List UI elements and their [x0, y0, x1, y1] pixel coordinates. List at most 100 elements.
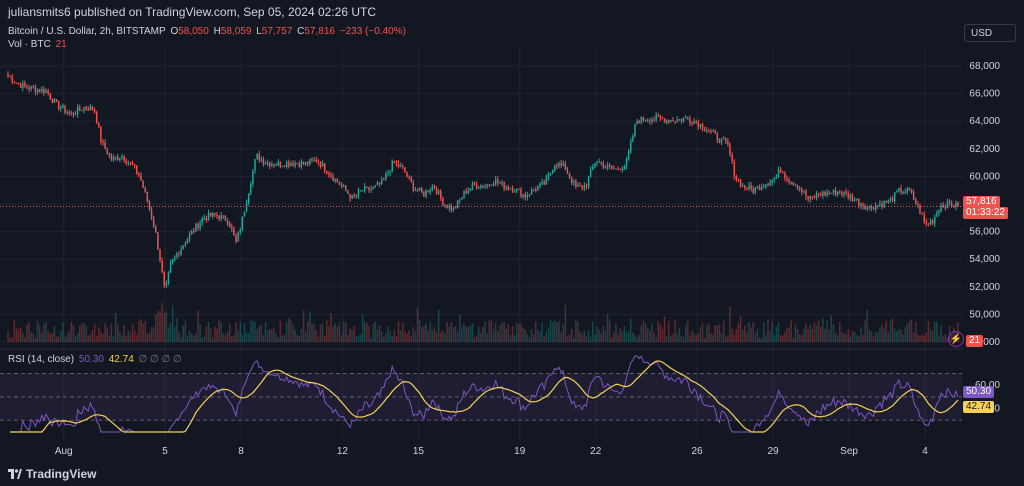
- volume-bar: [720, 332, 723, 342]
- volume-bar: [942, 336, 944, 342]
- volume-bar: [288, 318, 290, 342]
- volume-bar: [34, 337, 37, 342]
- volume-bar: [503, 321, 505, 342]
- volume-bar: [188, 331, 191, 342]
- candle-body: [746, 187, 748, 190]
- volume-bar: [792, 337, 795, 342]
- candle-body: [311, 159, 313, 161]
- volume-bar: [898, 328, 900, 342]
- chart-canvas[interactable]: 60.0040.00 68,000 66,000 64,000 62,000 60,00…: [0, 0, 1024, 462]
- candle-body: [353, 195, 355, 197]
- candle-body: [748, 185, 750, 190]
- volume-bar: [336, 327, 339, 342]
- volume-bar: [226, 331, 229, 342]
- volume-bar: [266, 330, 269, 342]
- candle-body: [104, 142, 106, 150]
- volume-bar: [231, 336, 233, 342]
- volume-bar: [127, 330, 130, 342]
- volume-bar: [275, 333, 277, 342]
- volume-bar: [290, 320, 292, 342]
- alert-lightning-icon[interactable]: ⚡: [948, 331, 964, 347]
- volume-bar: [547, 327, 550, 342]
- candle-body: [712, 131, 714, 133]
- volume-bar: [653, 332, 655, 342]
- volume-bar: [19, 327, 22, 342]
- candle-body: [374, 185, 377, 188]
- volume-bar: [104, 323, 106, 342]
- tradingview-logo[interactable]: TradingView: [8, 467, 96, 481]
- volume-bar: [790, 320, 792, 342]
- volume-bar: [915, 321, 917, 342]
- volume-bar: [361, 313, 364, 342]
- volume-bar: [773, 334, 776, 342]
- volume-bar: [883, 327, 885, 342]
- volume-bar: [598, 329, 600, 342]
- volume-bar: [237, 330, 239, 342]
- candle-body: [769, 182, 771, 186]
- candle-body: [790, 182, 792, 184]
- candle-body: [858, 199, 860, 206]
- volume-bar: [870, 331, 873, 342]
- candle-body: [264, 163, 267, 165]
- volume-bar: [862, 334, 864, 342]
- volume-bar: [95, 335, 98, 342]
- candle-body: [136, 165, 138, 174]
- candle-body: [589, 169, 592, 177]
- volume-bar: [391, 335, 393, 342]
- volume-bar: [858, 336, 860, 342]
- time-axis[interactable]: Aug 5 8 12 15 19 22 26 29 Sep 4: [55, 446, 928, 457]
- rsi-pane[interactable]: 60.0040.00: [0, 355, 1000, 433]
- candle-body: [934, 216, 936, 224]
- candle-body: [693, 121, 695, 125]
- candle-body: [813, 196, 816, 198]
- volume-bar: [520, 323, 522, 342]
- volume-bar: [271, 329, 273, 342]
- candle-body: [944, 206, 947, 209]
- candle-body: [11, 76, 13, 82]
- rsi-label[interactable]: RSI (14, close): [8, 354, 75, 365]
- candle-body: [49, 93, 51, 99]
- candle-body: [437, 191, 440, 194]
- volume-bar: [946, 337, 949, 342]
- candle-body: [855, 199, 858, 201]
- candle-body: [501, 181, 503, 184]
- volume-bar: [872, 335, 875, 342]
- volume-bar: [302, 310, 305, 342]
- candle-body: [809, 196, 811, 200]
- volume-bar: [146, 332, 149, 342]
- candle-body: [199, 222, 201, 228]
- candle-body: [366, 186, 368, 188]
- volume-bar: [402, 322, 404, 342]
- volume-bar: [376, 329, 379, 342]
- volume-label[interactable]: Vol · BTC: [8, 39, 51, 50]
- candle-body: [807, 196, 809, 200]
- volume-bar: [556, 322, 558, 342]
- candle-body: [906, 188, 909, 192]
- symbol-title[interactable]: Bitcoin / U.S. Dollar, 2h, BITSTAMP: [8, 26, 166, 37]
- currency-selector[interactable]: USD: [964, 24, 1016, 42]
- candle-body: [13, 81, 16, 83]
- candle-body: [142, 180, 144, 188]
- volume-bar: [530, 329, 533, 342]
- candle-body: [839, 191, 841, 193]
- candle-body: [786, 177, 788, 181]
- candle-body: [655, 115, 657, 120]
- volume-bar: [353, 326, 355, 342]
- candle-body: [545, 177, 548, 185]
- price-axis-label: 68,000: [969, 61, 1000, 72]
- low-value: 57,757: [261, 26, 293, 37]
- volume-bar: [638, 334, 640, 342]
- candle-body: [444, 205, 446, 207]
- candle-body: [349, 194, 351, 199]
- candle-body: [60, 108, 62, 110]
- candle-body: [281, 166, 284, 168]
- open-value: 58,050: [178, 26, 209, 37]
- volume-bar: [15, 327, 18, 342]
- candle-body: [828, 192, 830, 194]
- candle-body: [942, 205, 944, 207]
- candle-body: [566, 169, 569, 174]
- volume-bar: [832, 324, 835, 342]
- time-axis-label: 8: [238, 446, 244, 457]
- candle-body: [421, 188, 423, 193]
- candle-body: [159, 249, 161, 261]
